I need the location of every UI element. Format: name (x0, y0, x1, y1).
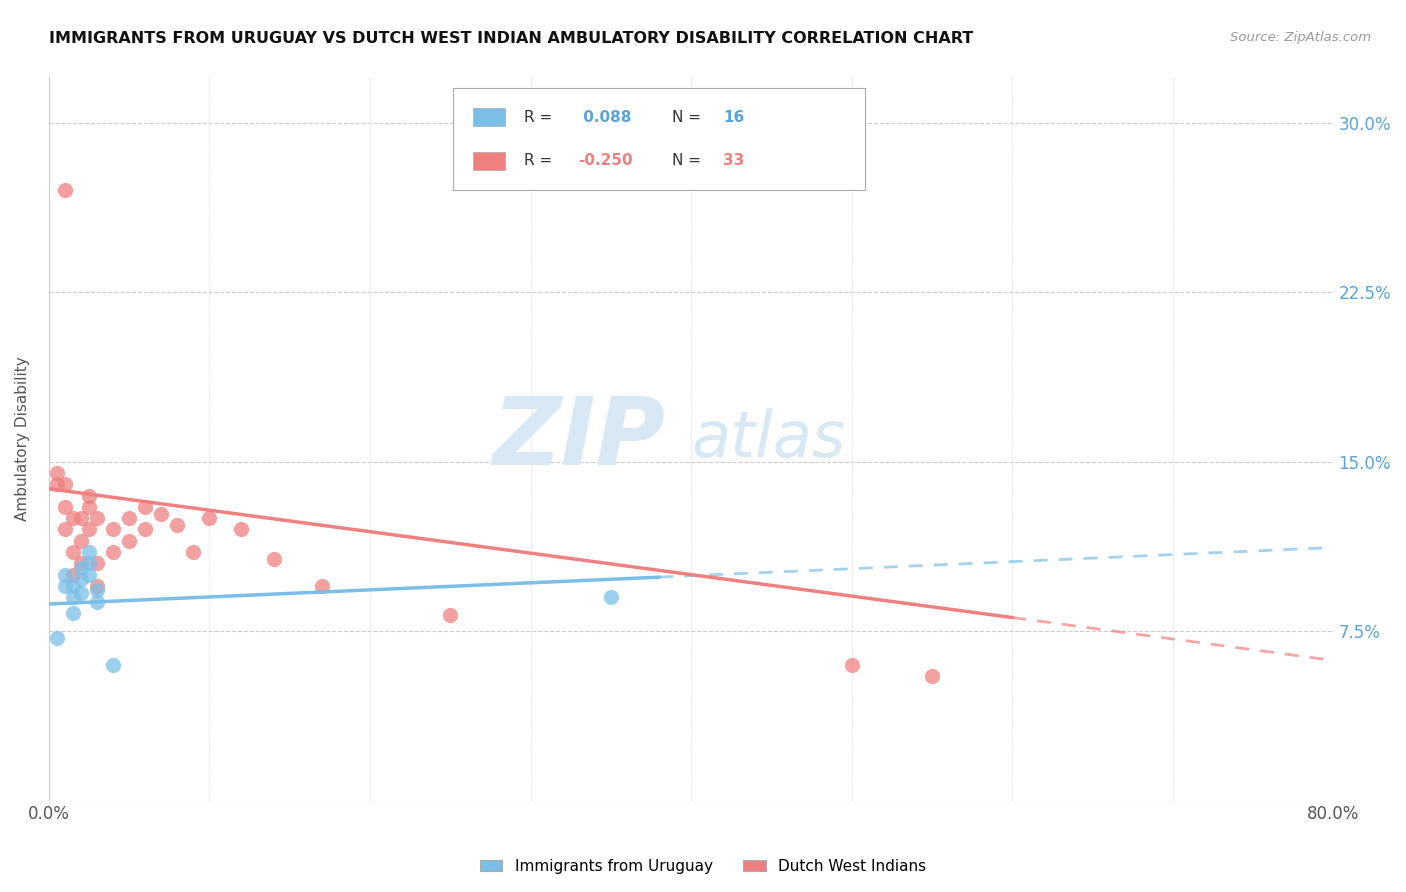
Text: IMMIGRANTS FROM URUGUAY VS DUTCH WEST INDIAN AMBULATORY DISABILITY CORRELATION C: IMMIGRANTS FROM URUGUAY VS DUTCH WEST IN… (49, 31, 973, 46)
Text: -0.250: -0.250 (578, 153, 633, 168)
Text: N =: N = (672, 153, 706, 168)
Point (53, 579, 76, 593)
Point (45, 631, 67, 645)
Point (70, 533, 93, 548)
FancyBboxPatch shape (472, 108, 505, 127)
Point (70, 561, 93, 575)
Point (86, 595, 108, 609)
Point (53, 183, 76, 197)
Point (70, 511, 93, 525)
Point (62, 511, 84, 525)
Y-axis label: Ambulatory Disability: Ambulatory Disability (15, 357, 30, 522)
Point (62, 606, 84, 620)
FancyBboxPatch shape (472, 152, 505, 169)
Point (101, 523, 124, 537)
Point (77, 567, 100, 582)
Point (77, 557, 100, 571)
Text: N =: N = (672, 110, 706, 125)
Point (53, 477, 76, 491)
Point (86, 511, 108, 525)
Point (118, 533, 141, 548)
Point (62, 579, 84, 593)
Text: 0.088: 0.088 (578, 110, 631, 125)
Point (86, 557, 108, 571)
Point (599, 591, 621, 605)
Point (62, 591, 84, 605)
Text: ZIP: ZIP (492, 393, 665, 485)
Point (439, 608, 461, 623)
Point (166, 517, 188, 532)
Point (263, 551, 285, 566)
FancyBboxPatch shape (454, 88, 865, 189)
Point (45, 466, 67, 480)
Text: R =: R = (524, 153, 557, 168)
Point (841, 658, 863, 673)
Point (150, 507, 173, 521)
Point (101, 545, 124, 559)
Point (134, 523, 156, 537)
Point (45, 477, 67, 491)
Point (62, 567, 84, 582)
Text: 16: 16 (723, 110, 745, 125)
Point (77, 545, 100, 559)
Point (70, 557, 93, 571)
Point (86, 579, 108, 593)
Point (118, 511, 141, 525)
Legend: Immigrants from Uruguay, Dutch West Indians: Immigrants from Uruguay, Dutch West Indi… (474, 853, 932, 880)
Text: R =: R = (524, 110, 557, 125)
Point (77, 489, 100, 503)
Point (86, 583, 108, 598)
Point (53, 500, 76, 514)
Point (198, 511, 221, 525)
Point (921, 669, 943, 683)
Point (53, 567, 76, 582)
Point (77, 523, 100, 537)
Point (70, 572, 93, 586)
Point (53, 523, 76, 537)
Text: 33: 33 (723, 153, 745, 168)
Point (62, 545, 84, 559)
Point (101, 658, 124, 673)
Point (77, 500, 100, 514)
Point (231, 523, 253, 537)
Text: atlas: atlas (692, 408, 845, 470)
Point (134, 500, 156, 514)
Point (181, 545, 204, 559)
Point (70, 585, 93, 599)
Text: Source: ZipAtlas.com: Source: ZipAtlas.com (1230, 31, 1371, 45)
Point (311, 579, 333, 593)
